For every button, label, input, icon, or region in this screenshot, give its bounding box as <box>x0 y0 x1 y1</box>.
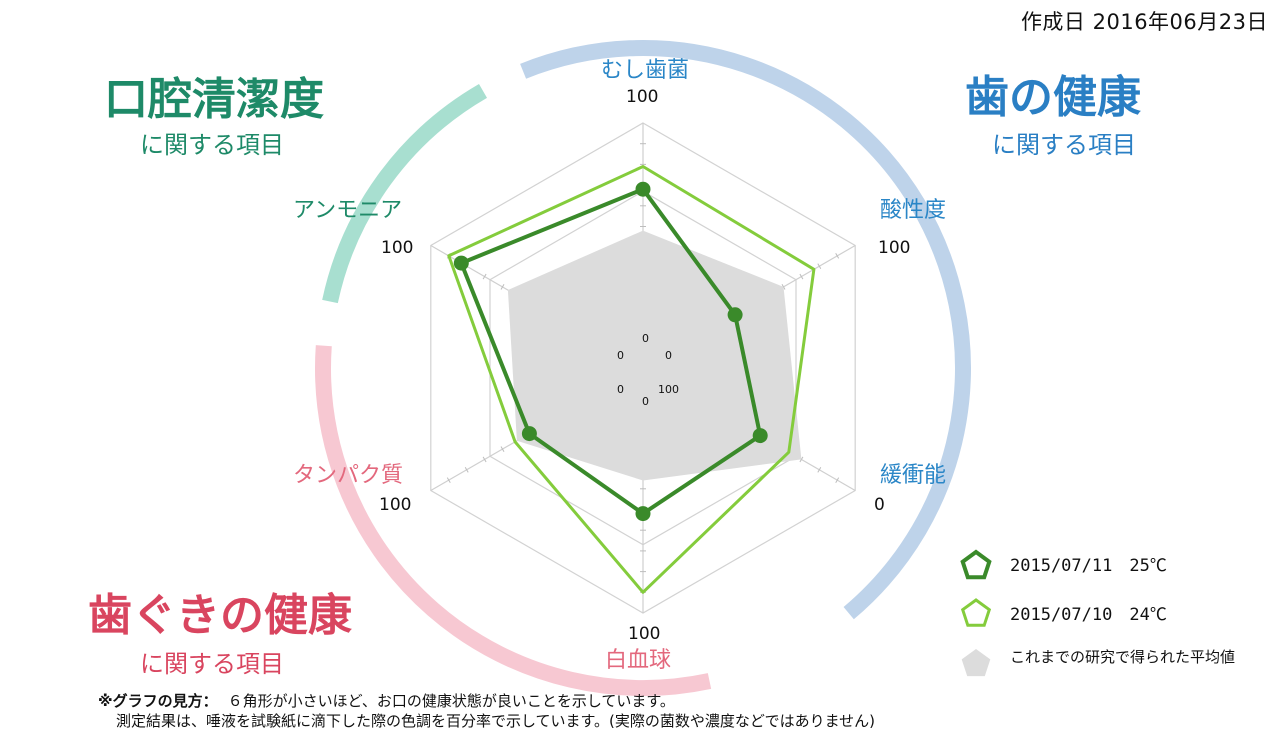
series-1-point <box>453 255 469 271</box>
axis-max-cavity-bacteria: 100 <box>626 87 659 107</box>
axis-min-buffer-capacity: 100 <box>658 383 679 396</box>
axis-max-protein: 100 <box>379 495 412 515</box>
axis-min-leukocytes: 0 <box>642 395 649 408</box>
teeth-health-title: 歯の健康 <box>965 72 1141 123</box>
axis-max-acidity: 100 <box>878 238 911 258</box>
legend-marker-series-1 <box>960 549 992 580</box>
series-1-point <box>635 506 651 522</box>
axis-min-cavity-bacteria: 0 <box>642 332 649 345</box>
gum-health-arc <box>315 345 712 696</box>
axis-tick <box>799 456 804 463</box>
axis-max-buffer-capacity: 0 <box>874 495 885 515</box>
legend-label-series-1: 2015/07/11 25℃ <box>1010 556 1167 576</box>
oral-cleanliness-arc <box>322 83 488 304</box>
axis-label-protein: タンパク質 <box>293 463 404 488</box>
axis-tick <box>835 253 840 259</box>
axis-label-cavity-bacteria: むし歯菌 <box>601 58 690 83</box>
average-area <box>507 230 802 481</box>
axis-label-ammonia: アンモニア <box>293 198 403 223</box>
series-1-point <box>521 426 537 442</box>
series-1-point <box>752 428 768 444</box>
axis-label-buffer-capacity: 緩衝能 <box>880 463 947 488</box>
axis-min-ammonia: 0 <box>617 349 624 362</box>
series-1-point <box>727 307 743 323</box>
axis-min-protein: 0 <box>617 383 624 396</box>
axis-tick <box>482 273 487 280</box>
note-line-2: 測定結果は、唾液を試験紙に滴下した際の色調を百分率で示しています。(実際の菌数や… <box>116 712 876 730</box>
legend-label-series-2: 2015/07/10 24℃ <box>1010 605 1167 625</box>
gum-health-subtitle: に関する項目 <box>140 650 284 678</box>
axis-tick <box>817 466 822 473</box>
oral-cleanliness-title: 口腔清潔度 <box>104 74 324 125</box>
axis-tick <box>835 477 840 483</box>
teeth-health-arc <box>520 40 971 620</box>
series-line-2 <box>447 165 816 594</box>
axis-min-acidity: 0 <box>665 349 672 362</box>
axis-tick <box>799 273 804 280</box>
axis-tick <box>500 284 505 290</box>
axis-tick <box>464 466 469 473</box>
series-1-point <box>635 181 651 197</box>
legend-marker-average <box>961 649 991 677</box>
axis-label-acidity: 酸性度 <box>880 198 947 223</box>
axis-max-ammonia: 100 <box>381 238 414 258</box>
axis-max-leukocytes: 100 <box>628 624 661 644</box>
created-date: 作成日 2016年06月23日 <box>1020 10 1268 34</box>
note-line-1: ※グラフの見方： ６角形が小さいほど、お口の健康状態が良いことを示しています。 <box>98 694 675 709</box>
gum-health-title: 歯ぐきの健康 <box>88 590 352 641</box>
legend-marker-series-2 <box>960 598 992 627</box>
note-text-1: ６角形が小さいほど、お口の健康状態が良いことを示しています。 <box>227 692 675 710</box>
note-heading: ※グラフの見方： <box>98 692 218 710</box>
axis-tick <box>482 456 487 463</box>
legend-label-average: これまでの研究で得られた平均値 <box>1010 648 1236 666</box>
axis-tick <box>500 446 505 452</box>
oral-cleanliness-subtitle: に関する項目 <box>140 131 284 159</box>
teeth-health-subtitle: に関する項目 <box>992 131 1136 159</box>
axis-tick <box>446 477 451 483</box>
axis-tick <box>817 263 822 270</box>
axis-label-leukocytes: 白血球 <box>605 648 672 673</box>
